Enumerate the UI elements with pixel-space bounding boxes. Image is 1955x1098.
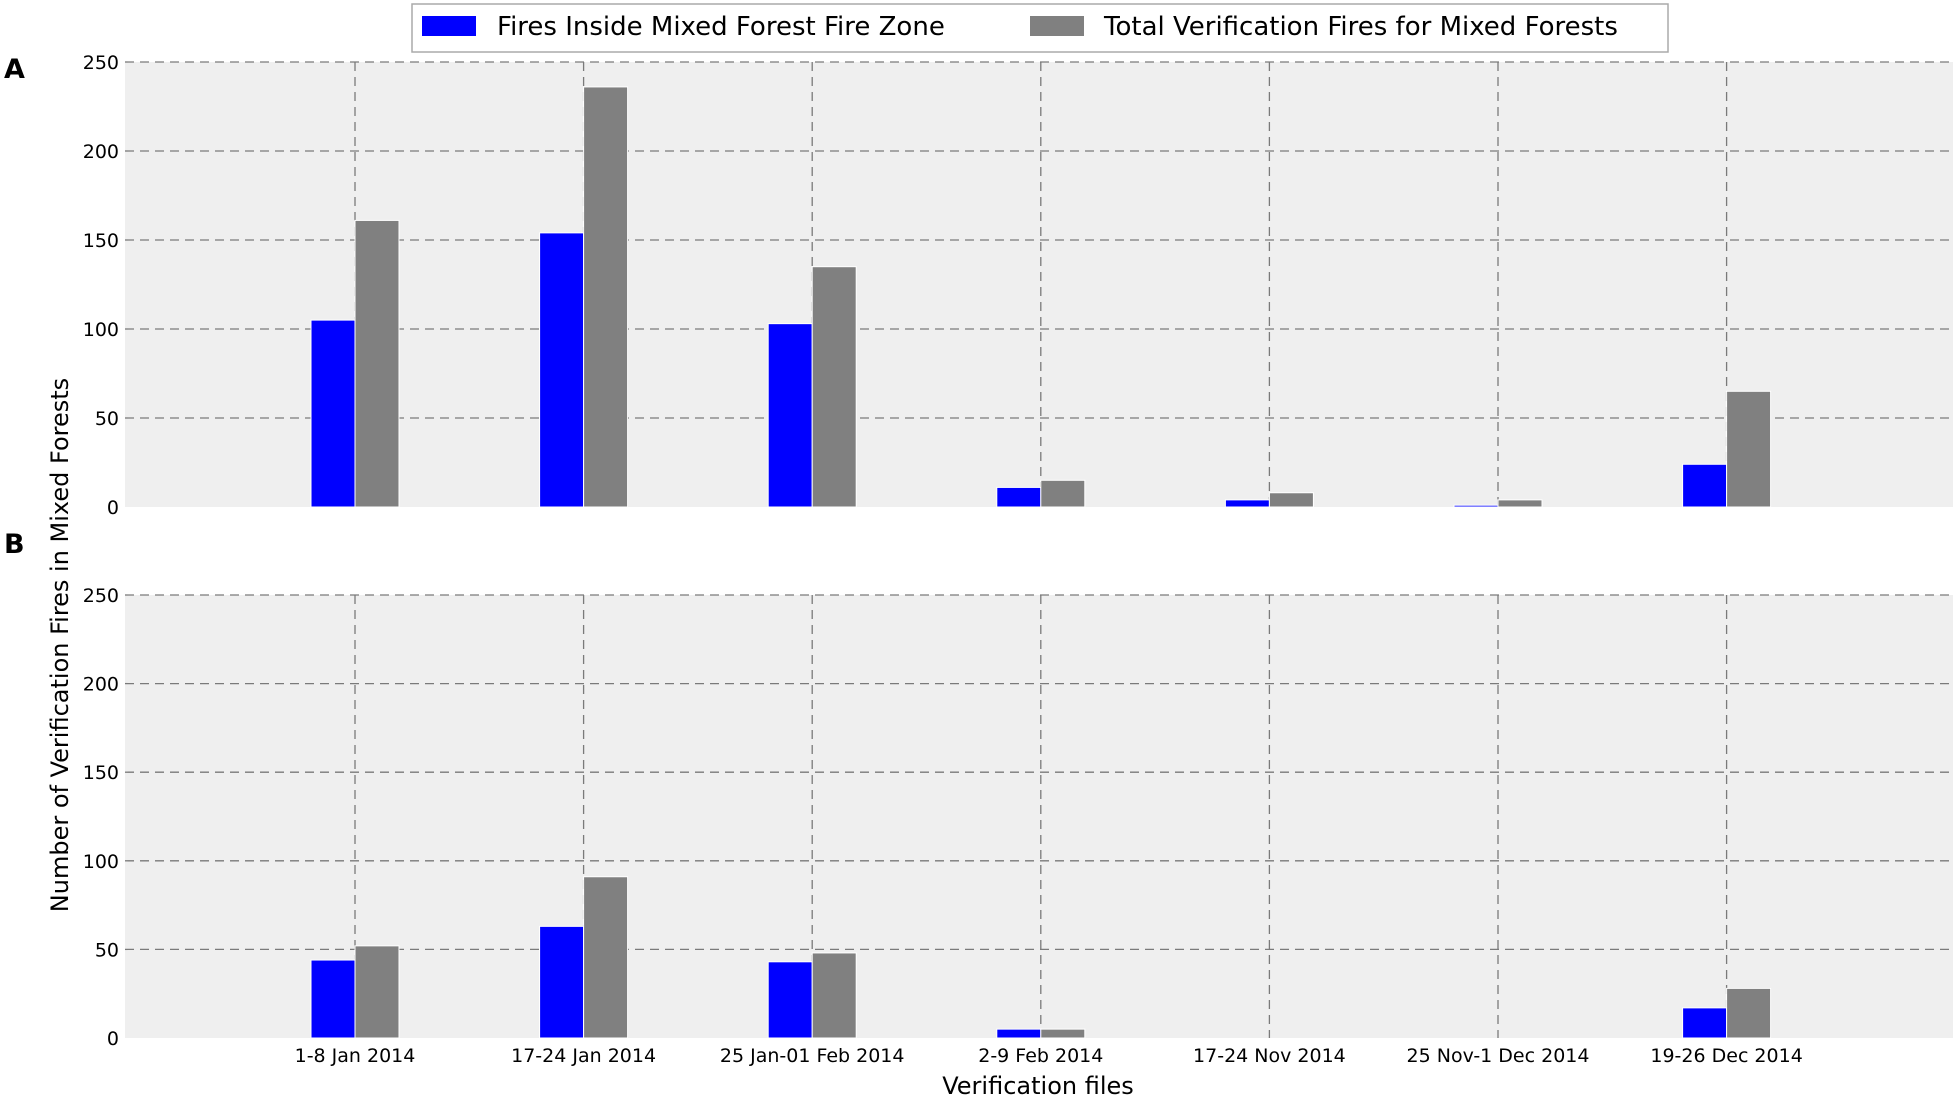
y-tick-label: 100 (83, 851, 119, 873)
bar-total (1726, 390, 1772, 508)
bar-inside-zone (767, 961, 813, 1039)
x-tick-label: 1-8 Jan 2014 (295, 1045, 416, 1067)
bar-inside-zone (996, 1028, 1042, 1039)
y-tick-label: 250 (83, 52, 119, 74)
y-tick-label: 100 (83, 319, 119, 341)
bar-inside-zone (996, 486, 1042, 508)
bar-inside-zone (310, 959, 356, 1039)
y-tick-label: 200 (83, 141, 119, 163)
bar-inside-zone (310, 319, 356, 508)
legend-swatch-blue (422, 16, 476, 36)
bar-inside-zone (539, 232, 585, 508)
legend-label-total: Total Verification Fires for Mixed Fores… (1103, 12, 1618, 42)
bar-inside-zone (1453, 504, 1499, 508)
y-tick-label: 0 (107, 497, 119, 519)
bar-inside-zone (1682, 463, 1728, 508)
y-tick-label: 200 (83, 674, 119, 696)
plot-area (125, 62, 1953, 507)
y-tick-label: 150 (83, 230, 119, 252)
y-tick-label: 50 (95, 939, 119, 961)
x-tick-label: 25 Jan-01 Feb 2014 (720, 1045, 905, 1067)
x-tick-label: 17-24 Nov 2014 (1193, 1045, 1346, 1067)
bar-inside-zone (1682, 1007, 1728, 1039)
y-tick-label: 250 (83, 585, 119, 607)
bar-total (583, 876, 629, 1039)
bar-total (1040, 479, 1086, 508)
legend: Fires Inside Mixed Forest Fire Zone Tota… (411, 3, 1669, 53)
bar-total (354, 945, 400, 1039)
bar-total (811, 266, 857, 508)
bar-total (1268, 492, 1314, 508)
bar-total (1040, 1028, 1086, 1039)
x-axis-label: Verification files (942, 1072, 1134, 1098)
panel-b: 0 50 100 150 200 250 1-8 Jan 2014 17-24 Jan 201… (83, 585, 1953, 1067)
bar-total (583, 86, 629, 508)
plot-area (125, 595, 1953, 1038)
x-tick-label: 2-9 Feb 2014 (978, 1045, 1103, 1067)
bar-total (811, 952, 857, 1039)
bar-inside-zone (1224, 499, 1270, 508)
bar-total (354, 219, 400, 508)
y-tick-label: 50 (95, 408, 119, 430)
x-tick-label: 19-26 Dec 2014 (1650, 1045, 1802, 1067)
bar-total (1497, 499, 1543, 508)
bar-inside-zone (539, 925, 585, 1039)
panel-label-b: B (4, 529, 25, 560)
panel-label-a: A (4, 54, 25, 85)
x-tick-label: 17-24 Jan 2014 (511, 1045, 656, 1067)
panel-a: 0 50 100 150 200 250 (83, 52, 1953, 519)
bar-total (1726, 987, 1772, 1039)
bar-inside-zone (767, 323, 813, 508)
y-axis-label: Number of Verification Fires in Mixed Fo… (46, 378, 74, 912)
legend-label-inside: Fires Inside Mixed Forest Fire Zone (497, 12, 945, 42)
y-tick-label: 0 (107, 1028, 119, 1050)
x-tick-label: 25 Nov-1 Dec 2014 (1407, 1045, 1590, 1067)
y-tick-label: 150 (83, 762, 119, 784)
legend-swatch-gray (1030, 16, 1084, 36)
